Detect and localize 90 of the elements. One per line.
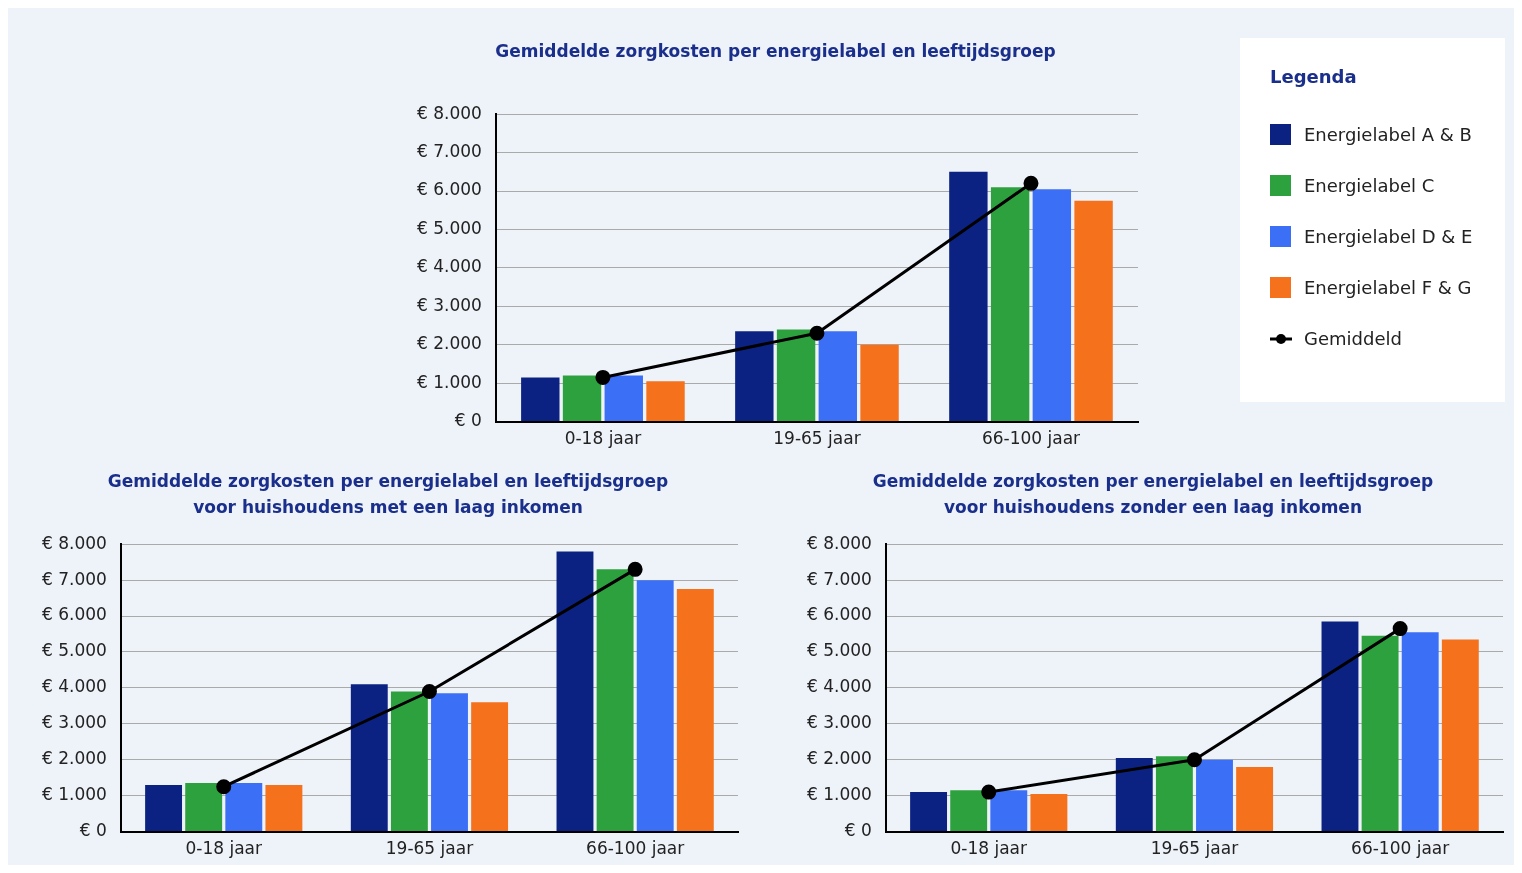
y-tick-label: € 6.000 xyxy=(417,179,482,200)
bar xyxy=(562,375,602,422)
legend-label: Gemiddeld xyxy=(1304,328,1402,349)
y-tick-label: € 6.000 xyxy=(42,604,107,625)
y-tick-label: € 4.000 xyxy=(42,676,107,697)
bar xyxy=(1155,756,1193,832)
y-tick-label: € 5.000 xyxy=(42,640,107,661)
y-tick-label: € 4.000 xyxy=(807,676,872,697)
point xyxy=(627,561,643,577)
y-tick-label: € 2.000 xyxy=(417,333,482,354)
x-tick-label: 19-65 jaar xyxy=(385,838,474,859)
x-tick-label: 19-65 jaar xyxy=(1150,838,1239,859)
bar xyxy=(471,702,509,832)
legend-label: Energielabel F & G xyxy=(1304,277,1472,298)
bar xyxy=(1115,757,1153,832)
bar xyxy=(818,331,858,422)
x-tick-label: 0-18 jaar xyxy=(185,838,263,859)
y-tick-label: € 1.000 xyxy=(807,784,872,805)
bar xyxy=(860,344,899,422)
bar xyxy=(521,377,560,422)
bar xyxy=(390,691,428,832)
bar xyxy=(1321,621,1359,832)
y-tick-label: € 5.000 xyxy=(807,640,872,661)
bar xyxy=(1030,793,1068,832)
y-tick-label: € 1.000 xyxy=(417,371,482,392)
point xyxy=(1186,752,1202,768)
bar xyxy=(990,790,1028,832)
point xyxy=(981,784,997,800)
x-tick-label: 66-100 jaar xyxy=(586,838,685,859)
y-tick-label: € 0 xyxy=(79,820,107,841)
y-tick-label: € 6.000 xyxy=(807,604,872,625)
bar xyxy=(431,693,468,832)
y-tick-label: € 1.000 xyxy=(42,784,107,805)
y-tick-label: € 4.000 xyxy=(417,256,482,277)
chart-title: Gemiddelde zorgkosten per energielabel en leeftijdsgroep voor huishoudens met een laag inkomen xyxy=(106,470,670,519)
y-tick-label: € 3.000 xyxy=(417,294,482,315)
y-tick-label: € 7.000 xyxy=(42,568,107,589)
y-tick-label: € 2.000 xyxy=(807,748,872,769)
x-tick-label: 66-100 jaar xyxy=(1351,838,1450,859)
legend-title: Legenda xyxy=(1270,66,1358,87)
chart-title: Gemiddelde zorgkosten per energielabel en leeftijdsgroep voor huishoudens zonder een laag inkomen xyxy=(871,470,1435,519)
bar xyxy=(735,331,774,422)
bar xyxy=(1074,200,1113,422)
bar xyxy=(950,790,988,832)
y-tick-label: € 3.000 xyxy=(42,712,107,733)
x-tick-label: 66-100 jaar xyxy=(981,428,1081,449)
y-tick-label: € 2.000 xyxy=(42,748,107,769)
bar xyxy=(676,589,714,832)
bar xyxy=(1236,766,1274,832)
x-tick-label: 0-18 jaar xyxy=(950,838,1028,859)
point xyxy=(1023,175,1039,191)
chart-title: Gemiddelde zorgkosten per energielabel en leeftijdsgroep xyxy=(494,40,1057,63)
y-tick-label: € 3.000 xyxy=(807,712,872,733)
legend-label: Energielabel C xyxy=(1304,175,1435,196)
bar xyxy=(776,329,816,422)
y-tick-label: € 7.000 xyxy=(417,141,482,162)
point xyxy=(809,325,825,341)
bar xyxy=(145,784,183,832)
bar xyxy=(556,551,594,832)
x-tick-label: 0-18 jaar xyxy=(564,428,642,449)
bar xyxy=(350,684,388,832)
bar xyxy=(185,783,223,832)
point xyxy=(595,369,611,385)
legend-label: Energielabel D & E xyxy=(1304,226,1473,247)
y-tick-label: € 8.000 xyxy=(42,532,107,553)
point xyxy=(421,683,437,699)
x-tick-label: 19-65 jaar xyxy=(773,428,861,449)
y-tick-label: € 8.000 xyxy=(417,102,482,123)
bar xyxy=(990,187,1030,422)
bar xyxy=(596,569,634,832)
bar xyxy=(225,783,263,832)
y-tick-label: € 8.000 xyxy=(807,532,872,553)
bar xyxy=(1196,759,1233,832)
bar xyxy=(1361,635,1399,832)
bar xyxy=(636,580,674,832)
bar xyxy=(949,171,988,422)
bar xyxy=(1401,632,1439,832)
y-tick-label: € 0 xyxy=(454,410,482,431)
bar xyxy=(1441,639,1479,832)
y-tick-label: € 0 xyxy=(844,820,872,841)
y-tick-label: € 5.000 xyxy=(417,217,482,238)
bar xyxy=(1032,189,1072,422)
y-tick-label: € 7.000 xyxy=(807,568,872,589)
bar xyxy=(604,375,643,422)
bar xyxy=(646,381,685,422)
bar xyxy=(910,792,948,832)
point xyxy=(1392,621,1408,637)
bar xyxy=(265,784,303,832)
point xyxy=(216,779,232,795)
legend-label: Energielabel A & B xyxy=(1304,124,1472,145)
